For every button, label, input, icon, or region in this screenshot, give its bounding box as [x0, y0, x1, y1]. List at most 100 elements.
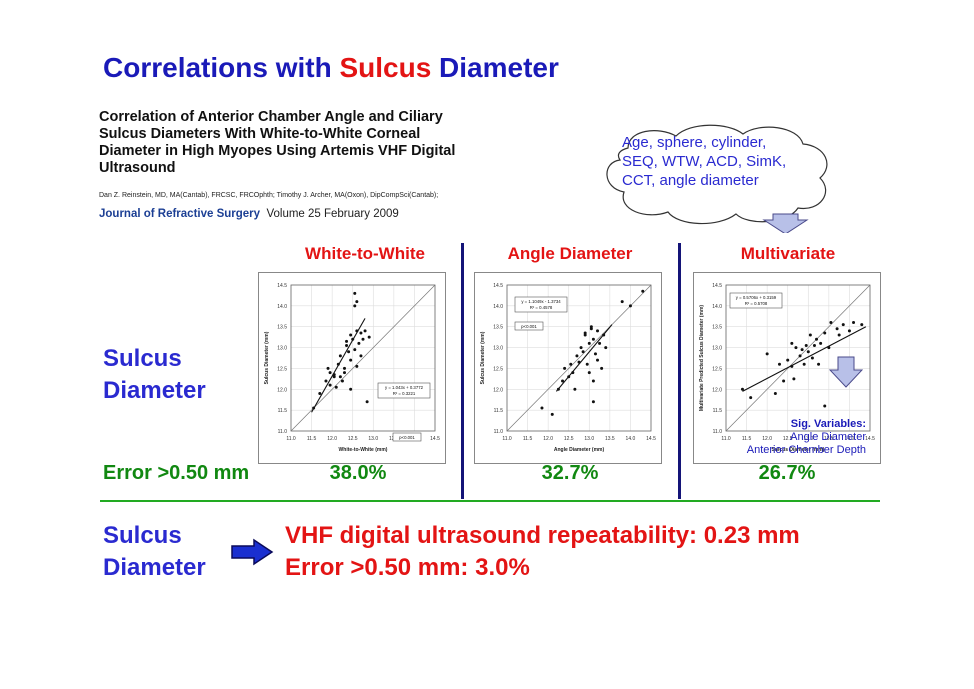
- data-point: [550, 412, 554, 416]
- data-point: [585, 362, 589, 366]
- error-label: Error >0.50 mm: [103, 462, 250, 484]
- y-tick-label: 11.5: [713, 408, 723, 414]
- title-prefix: Correlations with: [103, 52, 340, 83]
- scatter-plot-angle-diameter: 11.0 11.5 12.0 12.5 13.0 13.5 14.0 14.5 11.0 11.5…: [474, 272, 662, 464]
- data-point: [837, 333, 841, 337]
- x-tick-label: 13.5: [605, 436, 615, 442]
- y-tick-label: 12.0: [712, 387, 722, 393]
- data-point: [589, 325, 593, 329]
- x-tick-label: 12.5: [783, 436, 793, 442]
- significant-variables-note: Sig. Variables: Angle Diameter Anterior …: [740, 418, 866, 457]
- data-point: [312, 406, 316, 410]
- data-point: [587, 371, 591, 375]
- data-point: [579, 346, 583, 350]
- data-point: [349, 333, 353, 337]
- data-point: [817, 362, 821, 366]
- data-point: [749, 396, 753, 400]
- y-tick-label: 11.0: [494, 429, 504, 435]
- paper-authors: Dan Z. Reinstein, MD, MA(Cantab), FRCSC,…: [99, 192, 439, 199]
- y-tick-label: 12.0: [493, 387, 503, 393]
- data-point: [782, 379, 786, 383]
- data-point: [765, 352, 769, 356]
- plot-area: [725, 284, 871, 432]
- note-line-1: Angle Diameter: [790, 431, 866, 443]
- x-tick-label: 14.0: [626, 436, 636, 442]
- plot-area: [506, 284, 652, 432]
- column-divider: [461, 243, 464, 499]
- data-point: [569, 362, 573, 366]
- equation-text: y = 1.043x + 0.3772: [385, 385, 424, 390]
- data-point: [600, 366, 604, 370]
- data-point: [357, 341, 361, 345]
- note-title: Sig. Variables:: [790, 418, 866, 430]
- data-point: [338, 354, 342, 358]
- data-point: [345, 343, 349, 347]
- data-point: [365, 400, 369, 404]
- data-point: [860, 323, 864, 327]
- data-point: [628, 304, 632, 308]
- cloud-callout: [606, 124, 828, 233]
- x-tick-label: 13.0: [803, 436, 813, 442]
- bottom-label-line-2: Diameter: [103, 554, 206, 581]
- x-tick-label: 11.0: [502, 436, 512, 442]
- data-point: [591, 400, 595, 404]
- bottom-label-line-1: Sulcus: [103, 522, 182, 549]
- p-value-box: [514, 321, 544, 331]
- identity-line: [506, 284, 652, 432]
- data-point: [567, 375, 571, 379]
- y-tick-label: 13.5: [493, 325, 503, 331]
- y-tick-label: 11.0: [713, 429, 723, 435]
- data-point: [792, 377, 796, 381]
- y-tick-label: 13.0: [493, 346, 503, 352]
- data-point: [556, 387, 560, 391]
- data-point: [349, 358, 353, 362]
- data-point: [353, 291, 357, 295]
- data-point: [790, 341, 794, 345]
- y-tick-label: 12.5: [277, 366, 287, 372]
- y-tick-label: 13.5: [712, 325, 722, 331]
- data-point: [806, 350, 810, 354]
- data-point: [349, 387, 353, 391]
- data-point: [324, 379, 328, 383]
- right-arrow-icon: [231, 538, 274, 566]
- journal-line: Journal of Refractive Surgery Volume 25 …: [99, 208, 399, 220]
- y-tick-label: 11.5: [278, 408, 288, 414]
- cloud-down-arrow-icon: [762, 213, 809, 233]
- repeatability-text: VHF digital ultrasound repeatability: 0.…: [285, 522, 800, 549]
- data-point: [777, 362, 781, 366]
- y-tick-label: 14.5: [277, 283, 287, 289]
- data-point: [583, 331, 587, 335]
- data-point: [596, 329, 600, 333]
- column-header-white-to-white: White-to-White: [305, 244, 425, 263]
- y-tick-label: 11.5: [494, 408, 504, 414]
- data-point: [351, 337, 355, 341]
- data-point: [355, 300, 359, 304]
- data-point: [359, 354, 363, 358]
- data-point: [336, 362, 340, 366]
- data-point: [823, 331, 827, 335]
- data-point: [575, 354, 579, 358]
- p-value-box: [392, 432, 422, 442]
- x-tick-label: 12.5: [564, 436, 574, 442]
- y-tick-label: 14.5: [712, 283, 722, 289]
- x-tick-label: 11.0: [286, 436, 296, 442]
- data-point: [602, 333, 606, 337]
- data-point: [812, 343, 816, 347]
- data-point: [540, 406, 544, 410]
- scatter-plot-multivariate: 11.0 11.5 12.0 12.5 13.0 13.5 14.0 14.5 11.0 11.5…: [693, 272, 881, 464]
- bottom-text: VHF digital ultrasound repeatability: 0.…: [285, 520, 800, 584]
- data-point: [786, 358, 790, 362]
- bottom-error-text: Error >0.50 mm: 3.0%: [285, 554, 530, 581]
- y-tick-label: 14.0: [277, 304, 287, 310]
- identity-line: [725, 284, 871, 432]
- data-point: [794, 346, 798, 350]
- down-arrow-icon: [829, 356, 863, 388]
- data-point: [827, 346, 831, 350]
- data-point: [332, 373, 336, 377]
- data-point: [347, 350, 351, 354]
- data-point: [604, 346, 608, 350]
- column-header-multivariate: Multivariate: [740, 244, 836, 263]
- plot-area: [290, 284, 436, 432]
- r-squared-text: R² = 0.3221: [393, 391, 416, 396]
- x-tick-label: 12.5: [348, 436, 358, 442]
